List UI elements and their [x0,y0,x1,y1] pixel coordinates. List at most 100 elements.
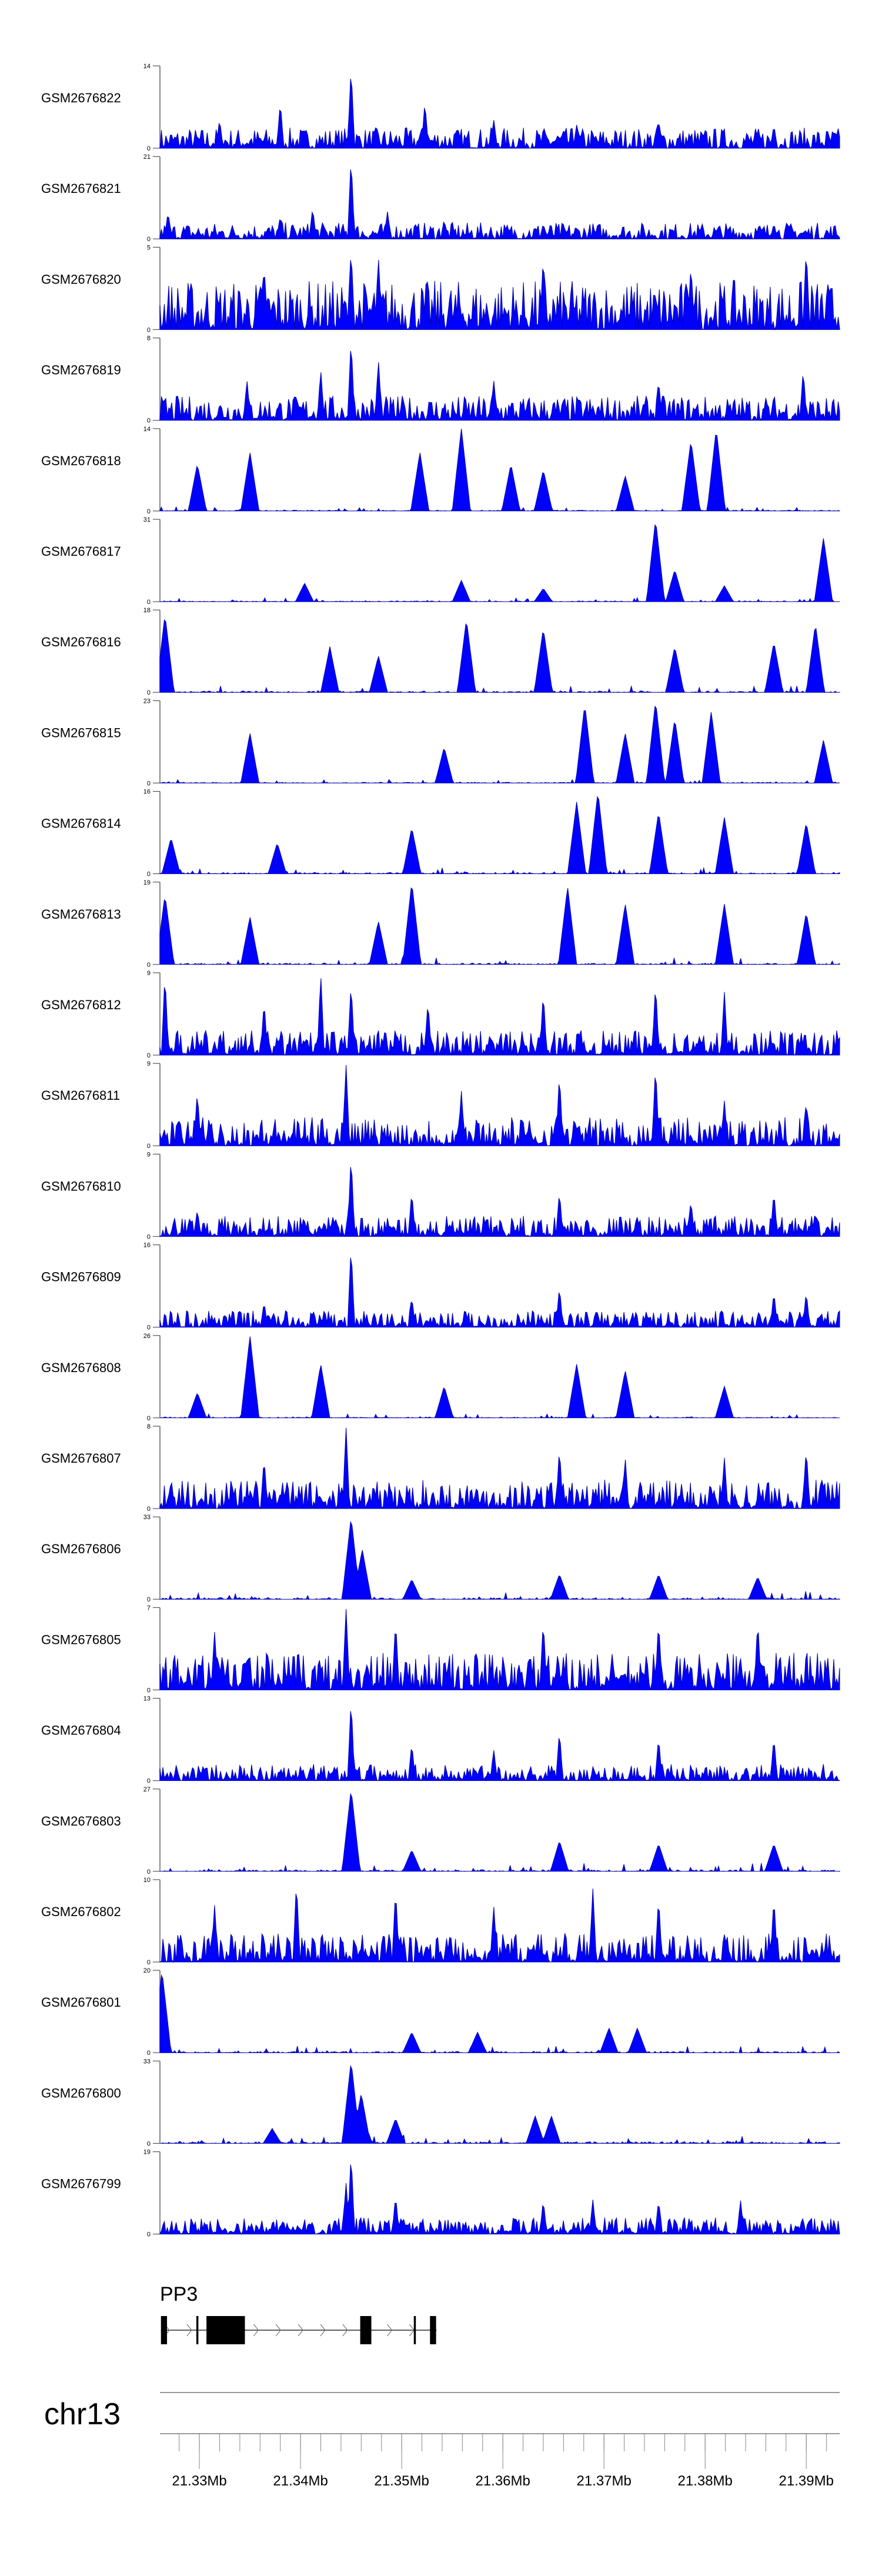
coverage-area [159,619,840,693]
coverage-area [159,796,840,875]
y-max-label: 20 [143,1967,151,1974]
y-max-label: 5 [147,244,151,251]
coverage-area [159,351,840,422]
strand-arrow-icon [320,2324,326,2337]
track-GSM2676802: GSM2676802 10 0 [41,1877,840,1966]
coverage-area [159,1427,840,1510]
y-min-label: 0 [147,326,151,333]
y-max-label: 19 [143,2149,151,2156]
y-max-label: 16 [143,789,151,796]
coverage-tracks: GSM2676822140GSM2676821210GSM267682050GS… [41,63,840,2238]
y-max-label: 8 [147,335,151,342]
exon [413,2316,416,2344]
track-label: GSM2676803 [41,1814,121,1828]
track-GSM2676812: GSM2676812 9 0 [41,970,840,1059]
y-max-label: 23 [143,698,151,705]
coverage-area [159,524,840,603]
track-label: GSM2676810 [41,1179,121,1193]
coverage-area [159,1520,840,1600]
strand-arrow-icon [387,2324,393,2337]
track-GSM2676822: GSM2676822 14 0 [41,63,840,152]
y-min-label: 0 [147,236,151,243]
coverage-area [159,1336,840,1419]
coverage-area [159,78,840,149]
coverage-area [159,2164,840,2235]
y-min-label: 0 [147,599,151,606]
track-GSM2676813: GSM2676813 19 0 [41,879,840,969]
track-GSM2676816: GSM2676816 18 0 [41,607,840,696]
y-min-label: 0 [147,1233,151,1240]
y-max-label: 14 [143,426,151,433]
track-label: GSM2676815 [41,725,121,740]
x-tick-label: 21.34Mb [273,2473,328,2489]
coverage-area [159,1711,840,1782]
exon [430,2316,436,2344]
y-max-label: 14 [143,63,151,70]
coverage-area [159,429,840,512]
coverage-area [159,1793,840,1873]
track-label: GSM2676808 [41,1360,121,1375]
track-label: GSM2676801 [41,1995,121,2010]
y-min-label: 0 [147,689,151,696]
track-GSM2676803: GSM2676803 27 0 [41,1786,840,1876]
y-min-label: 0 [147,2050,151,2057]
track-GSM2676807: GSM2676807 8 0 [41,1423,840,1513]
track-GSM2676819: GSM2676819 8 0 [41,335,840,425]
track-label: GSM2676811 [41,1088,120,1103]
track-label: GSM2676800 [41,2086,121,2100]
y-min-label: 0 [147,780,151,787]
coverage-area [159,1167,840,1238]
strand-arrow-icon [342,2324,348,2337]
y-max-label: 9 [147,970,151,977]
track-label: GSM2676819 [41,363,121,378]
track-GSM2676806: GSM2676806 33 0 [41,1514,840,1603]
strand-arrow-icon [275,2324,282,2337]
track-GSM2676814: GSM2676814 16 0 [41,789,840,878]
gene-name-label: PP3 [160,2283,198,2305]
track-GSM2676808: GSM2676808 26 0 [41,1333,840,1422]
track-label: GSM2676821 [41,181,121,196]
exon [161,2316,168,2344]
track-label: GSM2676807 [41,1451,121,1466]
track-label: GSM2676813 [41,907,121,922]
track-GSM2676821: GSM2676821 21 0 [41,154,840,243]
y-min-label: 0 [147,2231,151,2238]
track-label: GSM2676817 [41,544,121,559]
y-max-label: 16 [143,1242,151,1249]
track-label: GSM2676799 [41,2177,121,2191]
track-GSM2676799: GSM2676799 19 0 [41,2149,840,2238]
coverage-area [159,259,840,331]
y-max-label: 18 [143,607,151,614]
strand-arrow-icon [298,2324,303,2337]
track-GSM2676805: GSM2676805 7 0 [41,1604,840,1694]
y-max-label: 8 [147,1423,151,1430]
track-GSM2676810: GSM2676810 9 0 [41,1151,840,1240]
coverage-area [159,978,840,1056]
y-min-label: 0 [147,871,151,878]
track-label: GSM2676804 [41,1723,121,1738]
y-min-label: 0 [147,1778,151,1785]
y-max-label: 26 [143,1333,151,1340]
track-label: GSM2676816 [41,635,121,649]
coverage-area [159,705,840,784]
y-min-label: 0 [147,1143,151,1150]
track-GSM2676820: GSM2676820 5 0 [41,244,840,333]
track-GSM2676811: GSM2676811 9 0 [41,1060,840,1150]
x-tick-label: 21.36Mb [475,2473,530,2489]
y-max-label: 33 [143,1514,151,1521]
x-tick-label: 21.35Mb [374,2473,429,2489]
track-label: GSM2676814 [41,816,121,831]
y-min-label: 0 [147,1687,151,1694]
x-tick-label: 21.33Mb [172,2473,226,2489]
track-GSM2676817: GSM2676817 31 0 [41,516,840,606]
coverage-area [160,2064,840,2144]
genome-axis: chr13 21.33Mb 21.34Mb 21.35Mb 21.36Mb 21.37M… [44,2392,840,2489]
coverage-area [159,169,840,240]
exon [360,2316,372,2344]
exon [206,2316,245,2344]
coverage-area [159,1888,840,1963]
y-max-label: 9 [147,1060,151,1067]
track-label: GSM2676802 [41,1904,121,1919]
y-max-label: 27 [143,1786,151,1793]
x-tick-label: 21.39Mb [779,2473,834,2489]
